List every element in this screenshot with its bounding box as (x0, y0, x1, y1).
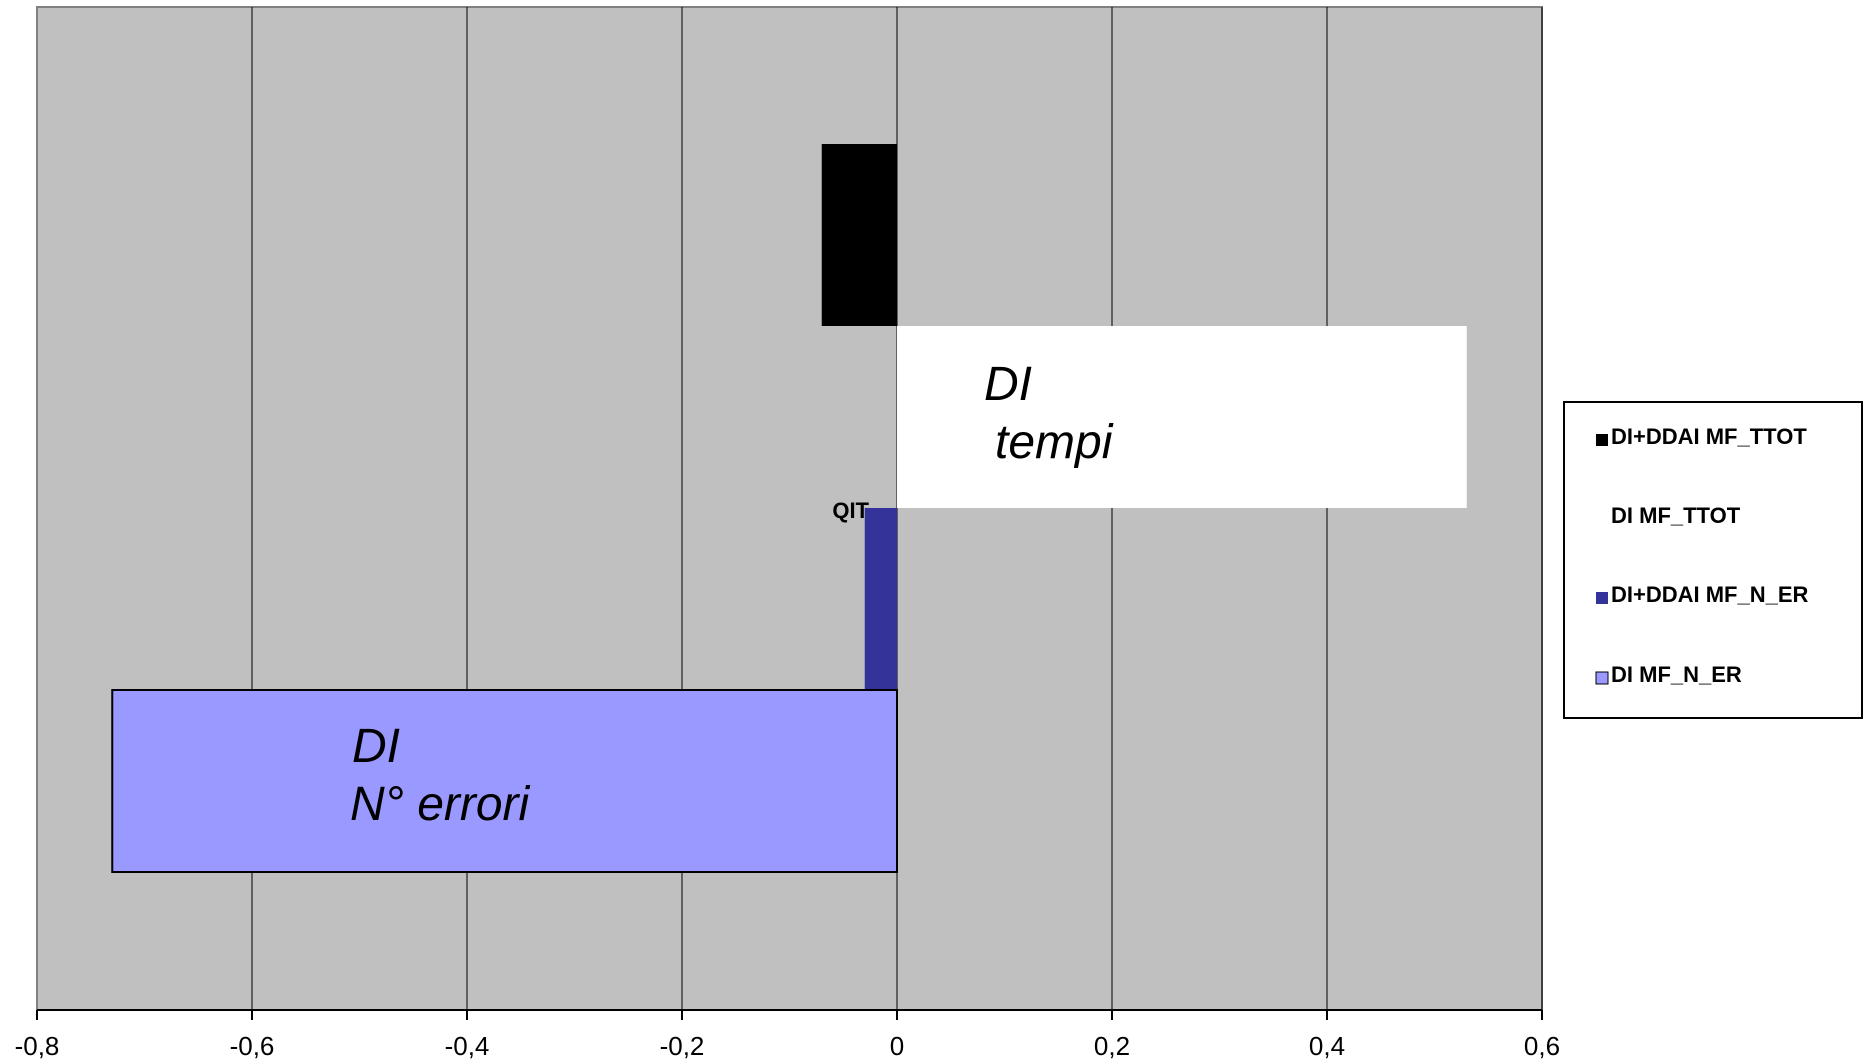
tick-label: -0,2 (660, 1031, 705, 1061)
legend-swatch (1595, 671, 1609, 685)
legend-box (1563, 401, 1863, 719)
annotation-text: tempi (995, 416, 1114, 469)
legend-swatch (1596, 592, 1608, 604)
bar (111, 689, 898, 873)
annotation-text: N° errori (350, 778, 531, 831)
tick-label: 0,4 (1309, 1031, 1345, 1061)
tick-label: 0 (890, 1031, 904, 1061)
legend: DI+DDAI MF_TTOT DI MF_TTOT DI+DDAI MF_N_ER… (1563, 401, 1863, 719)
legend-label: DI MF_N_ER (1611, 662, 1742, 687)
tick-label: 0,6 (1524, 1031, 1560, 1061)
bar (864, 508, 897, 690)
annotation-text: DI (352, 720, 400, 773)
tick-label: -0,6 (230, 1031, 275, 1061)
category-label: QIT (832, 498, 869, 523)
tick-label: -0,4 (445, 1031, 490, 1061)
annotation-text: DI (984, 358, 1032, 411)
legend-label: DI+DDAI MF_N_ER (1611, 582, 1809, 607)
x-axis-ticks: -0,8 -0,6 -0,4 -0,2 0 0,2 0,4 0,6 (15, 1010, 1560, 1061)
legend-label: DI MF_TTOT (1611, 503, 1741, 528)
bar (897, 326, 1467, 508)
bars (111, 144, 1467, 873)
tick-label: -0,8 (15, 1031, 60, 1061)
legend-swatch (1596, 513, 1608, 525)
legend-label: DI+DDAI MF_TTOT (1611, 424, 1807, 449)
tick-label: 0,2 (1094, 1031, 1130, 1061)
bar (821, 144, 897, 326)
legend-swatch (1596, 434, 1608, 446)
